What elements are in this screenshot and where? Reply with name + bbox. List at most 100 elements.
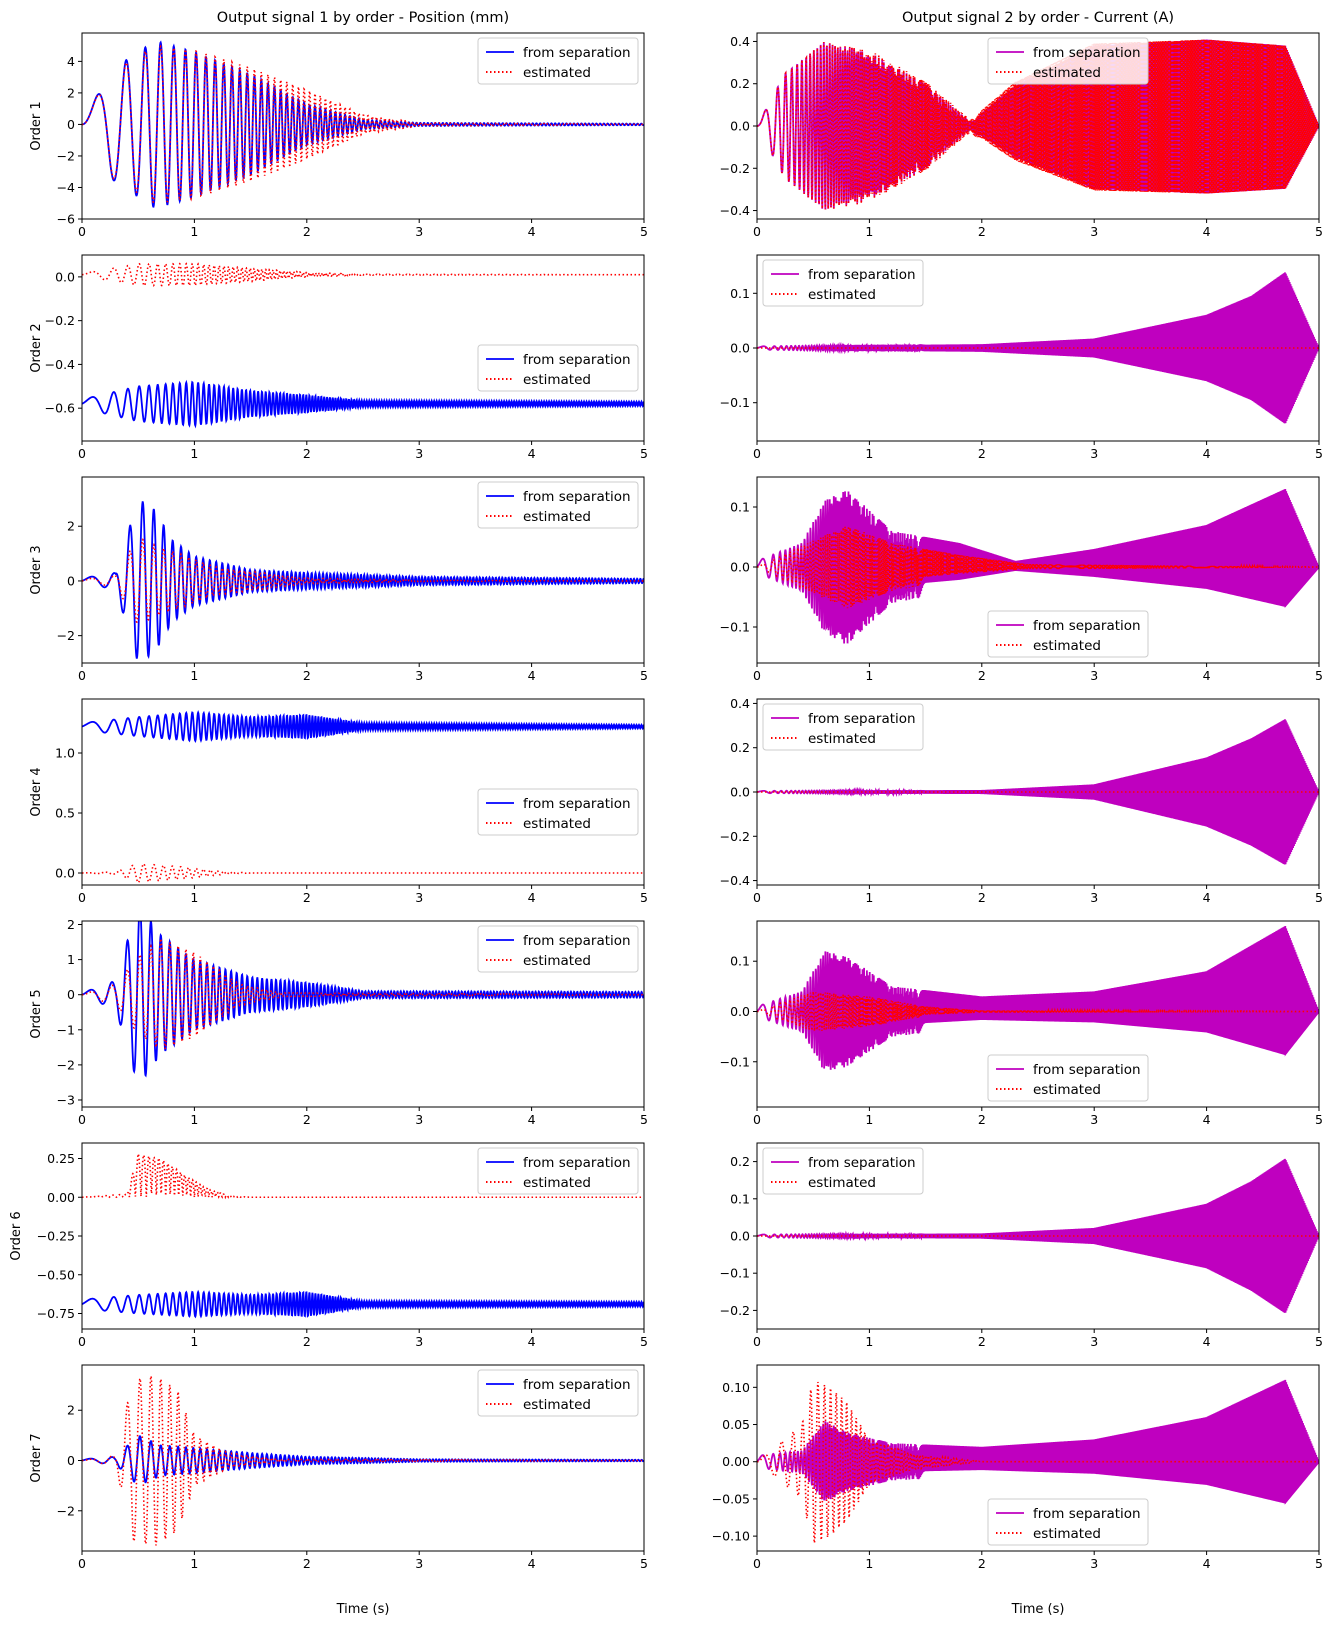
axes-frame: [756, 1364, 1320, 1552]
y-tick-label: 2: [67, 519, 75, 534]
y-axis-label: Order 2: [29, 323, 44, 372]
subplot-order-6-col-1: 0 1 2 3 4 5 0.25 0.00 −0.25 −0.50 −0.75 Order 6 from…: [9, 1142, 648, 1349]
x-tick-label: 1: [190, 224, 198, 239]
legend: from separation estimated: [762, 703, 924, 751]
plot-area: [757, 926, 1319, 1070]
legend-box: [477, 1147, 639, 1195]
y-tick-label: 0: [67, 1453, 75, 1468]
x-tick-label: 2: [303, 1334, 311, 1349]
series-estimated: [82, 262, 644, 288]
subplot-order-3-col-1: 0 1 2 3 4 5 2 0 −2 Order 3 from separation estimate…: [29, 476, 648, 683]
x-tick-label: 1: [865, 446, 873, 461]
y-tick-label: −0.05: [712, 1491, 750, 1506]
x-tick-label: 5: [640, 446, 648, 461]
y-tick-label: 0.1: [730, 954, 750, 969]
x-tick-label: 2: [978, 668, 986, 683]
x-tick-label: 3: [1090, 446, 1098, 461]
series-from-separation: [757, 926, 1319, 1070]
x-tick-label: 3: [415, 668, 423, 683]
series-estimated: [757, 526, 1319, 609]
legend-label-estimated: estimated: [808, 1175, 876, 1191]
y-tick-label: 0.25: [47, 1151, 75, 1166]
legend-label-from-separation: from separation: [523, 1155, 631, 1171]
series-estimated: [82, 44, 644, 203]
x-tick-label: 3: [1090, 1334, 1098, 1349]
x-tick-label: 3: [415, 1112, 423, 1127]
x-tick-label: 5: [1315, 1334, 1323, 1349]
x-tick-label: 3: [1090, 224, 1098, 239]
legend: from separation estimated: [762, 259, 924, 307]
legend-label-estimated: estimated: [523, 1397, 591, 1413]
y-tick-label: −1: [57, 1022, 75, 1037]
x-tick-label: 3: [415, 890, 423, 905]
column-1-title: Output signal 1 by order - Position (mm): [217, 10, 509, 26]
legend-label-estimated: estimated: [1033, 1526, 1101, 1542]
y-tick-label: 0.00: [722, 1454, 750, 1469]
legend-label-estimated: estimated: [523, 509, 591, 525]
x-tick-label: 5: [640, 224, 648, 239]
subplot-order-4-col-1: 0 1 2 3 4 5 1.0 0.5 0.0 Order 4 from separation est…: [29, 698, 648, 905]
x-tick-label: 4: [1203, 668, 1211, 683]
legend-box: [987, 1054, 1149, 1102]
x-tick-label: 2: [978, 1334, 986, 1349]
x-tick-label: 3: [415, 446, 423, 461]
subplot-order-2-col-2: 0 1 2 3 4 5 0.1 0.0 −0.1 from separation estimated: [720, 254, 1323, 461]
y-tick-label: −2: [57, 1057, 75, 1072]
series-from-separation: [82, 1289, 644, 1319]
legend-box: [762, 259, 924, 307]
x-tick-label: 0: [753, 1334, 761, 1349]
x-tick-label: 0: [78, 1334, 86, 1349]
x-tick-label: 4: [1203, 446, 1211, 461]
plot-area: [82, 40, 644, 208]
plot-area: [82, 921, 644, 1078]
y-tick-label: −0.4: [720, 873, 750, 888]
x-tick-label: 1: [865, 1334, 873, 1349]
y-tick-label: 0.2: [730, 740, 750, 755]
legend-box: [477, 925, 639, 973]
y-tick-label: 0.0: [730, 1229, 750, 1244]
legend-box: [477, 1369, 639, 1417]
y-tick-label: 0.0: [730, 785, 750, 800]
axes-frame: [81, 1364, 645, 1552]
y-axis-label: Order 5: [29, 989, 44, 1038]
legend-label-from-separation: from separation: [808, 711, 916, 727]
x-tick-label: 2: [303, 224, 311, 239]
y-tick-label: −0.6: [45, 401, 75, 416]
y-axis-label: Order 4: [29, 767, 44, 816]
y-tick-label: −0.4: [45, 357, 75, 372]
y-tick-label: −0.1: [720, 620, 750, 635]
y-tick-label: 0: [67, 987, 75, 1002]
plot-area: [82, 501, 644, 660]
y-tick-label: −0.50: [37, 1267, 75, 1282]
y-axis-label: Order 7: [29, 1433, 44, 1482]
legend: from separation estimated: [987, 1054, 1149, 1102]
y-tick-label: 0.1: [730, 1191, 750, 1206]
plot-area: [757, 1379, 1319, 1544]
x-tick-label: 2: [978, 1556, 986, 1571]
x-tick-label: 0: [753, 224, 761, 239]
x-tick-label: 1: [190, 1112, 198, 1127]
subplot-order-7-col-1: 0 1 2 3 4 5 2 0 −2 Order 7 from separation estimate…: [29, 1364, 648, 1571]
x-tick-label: 1: [190, 1334, 198, 1349]
x-tick-label: 4: [528, 1334, 536, 1349]
x-tick-label: 5: [1315, 1112, 1323, 1127]
y-axis-label: Order 1: [29, 101, 44, 150]
legend: from separation estimated: [477, 1369, 639, 1417]
legend: from separation estimated: [477, 788, 639, 836]
series-from-separation: [82, 379, 644, 429]
y-tick-label: 0.2: [730, 76, 750, 91]
x-tick-label: 3: [415, 224, 423, 239]
legend-label-from-separation: from separation: [1033, 1062, 1141, 1078]
legend: from separation estimated: [477, 481, 639, 529]
subplot-order-4-col-2: 0 1 2 3 4 5 0.4 0.2 0.0 −0.2 −0.4 from separation es…: [720, 696, 1323, 905]
legend-box: [477, 788, 639, 836]
x-tick-label: 4: [528, 668, 536, 683]
y-tick-label: 0.4: [730, 34, 750, 49]
y-tick-label: 0.10: [722, 1380, 750, 1395]
y-axis-label: Order 6: [9, 1211, 24, 1260]
x-tick-label: 1: [190, 668, 198, 683]
x-tick-label: 1: [865, 890, 873, 905]
y-tick-label: 0.0: [55, 866, 75, 881]
y-tick-label: 2: [67, 1403, 75, 1418]
y-tick-label: 0.0: [730, 560, 750, 575]
